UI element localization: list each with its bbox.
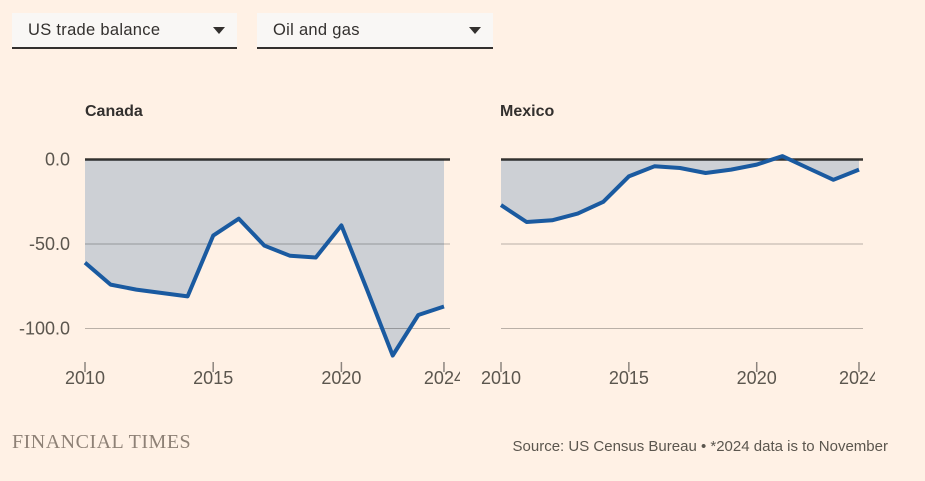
category-dropdown-value: Oil and gas xyxy=(273,20,360,39)
x-tick-label: 2020 xyxy=(737,368,777,388)
chart-title-mexico: Mexico xyxy=(500,103,555,120)
x-tick-label: 2010 xyxy=(65,368,105,388)
metric-dropdown[interactable]: US trade balance xyxy=(12,13,237,49)
y-tick-label: -100.0 xyxy=(19,319,70,339)
chart-title-canada: Canada xyxy=(85,103,143,120)
financial-times-logo: FINANCIAL TIMES xyxy=(12,431,192,453)
x-tick-label: 2015 xyxy=(193,368,233,388)
x-tick-label: 2024 xyxy=(839,368,875,388)
canada-chart: 2010 2015 2020 2024 0.0 -50.0 -100.0 xyxy=(19,150,460,389)
source-note: Source: US Census Bureau • *2024 data is… xyxy=(512,438,888,455)
category-dropdown[interactable]: Oil and gas xyxy=(257,13,493,49)
mexico-chart: 2010 2015 2020 2024 xyxy=(481,154,875,388)
trade-balance-line xyxy=(83,216,445,358)
x-tick-label: 2024 xyxy=(424,368,460,388)
chevron-down-icon xyxy=(213,26,225,34)
metric-dropdown-value: US trade balance xyxy=(28,20,161,39)
x-tick-label: 2015 xyxy=(609,368,649,388)
area-fill xyxy=(85,159,444,356)
x-tick-label: 2010 xyxy=(481,368,521,388)
x-tick-label: 2020 xyxy=(321,368,361,388)
y-tick-label: 0.0 xyxy=(45,150,70,170)
y-tick-label: -50.0 xyxy=(29,234,70,254)
chevron-down-icon xyxy=(469,26,481,34)
trade-balance-line xyxy=(499,154,860,224)
